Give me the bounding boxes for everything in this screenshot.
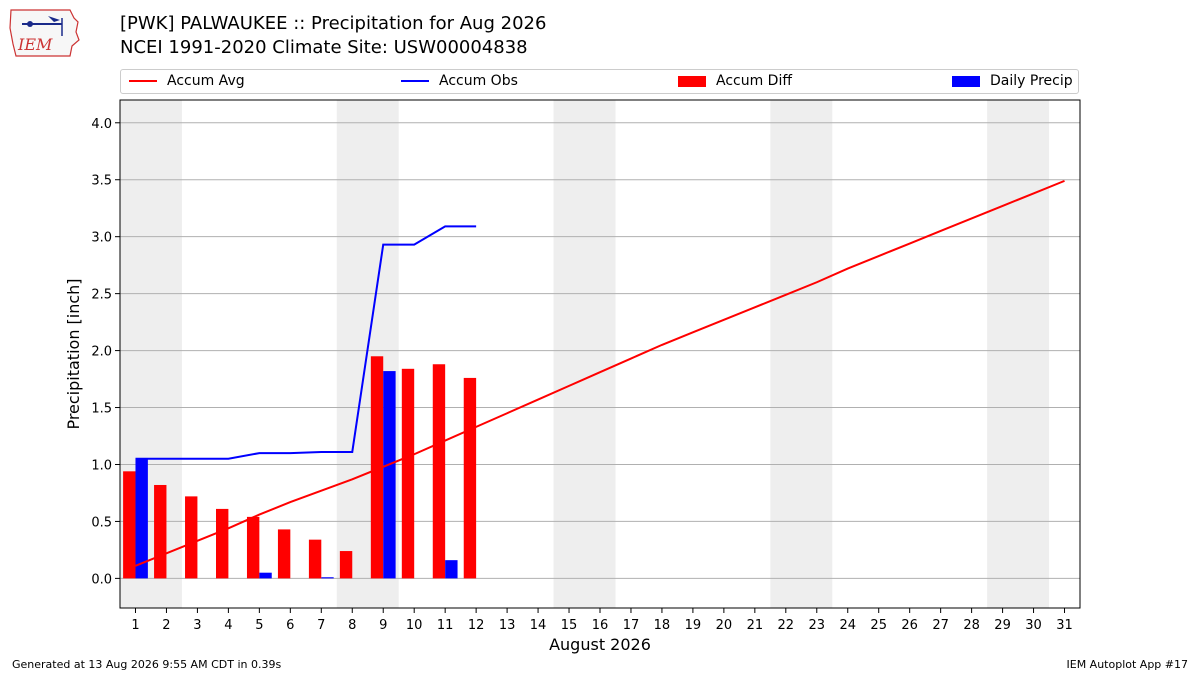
x-tick-label: 14 [530, 618, 547, 633]
plot-frame [119, 99, 1081, 609]
legend-label-accum-obs: Accum Obs [439, 73, 518, 89]
accum-diff-bar [339, 551, 353, 579]
y-axis: 0.0 0.5 1.0 1.5 2.0 2.5 3.0 3.5 4.0 [91, 117, 120, 587]
accum-diff-bar [401, 368, 415, 579]
x-tick-label: 27 [932, 618, 949, 633]
generated-timestamp: Generated at 13 Aug 2026 9:55 AM CDT in … [12, 658, 282, 671]
x-tick-label: 18 [654, 618, 671, 633]
line-marks [135, 179, 1065, 567]
x-tick-label: 22 [778, 618, 795, 633]
y-tick-label: 0.0 [91, 572, 112, 587]
x-tick-label: 11 [437, 618, 454, 633]
daily-precip-bar [321, 577, 334, 579]
x-tick-label: 1 [131, 618, 139, 633]
x-tick-label: 9 [379, 618, 387, 633]
x-axis: 1 2 3 4 5 6 7 8 9 10 11 12 13 14 15 16 17 18 19 20 21 22 23 24 2… [131, 608, 1073, 633]
accum-obs-line [135, 225, 477, 460]
x-tick-label: 26 [901, 618, 918, 633]
legend-label-daily-precip: Daily Precip [990, 73, 1073, 89]
y-tick-label: 0.5 [91, 515, 112, 530]
grid-lines [120, 122, 1080, 579]
x-tick-label: 21 [747, 618, 764, 633]
legend-swatch-accum-avg [129, 80, 157, 82]
weekend-band-0 [120, 100, 182, 608]
x-tick-label: 24 [839, 618, 856, 633]
x-tick-label: 30 [1025, 618, 1042, 633]
daily-precip-bar [135, 458, 148, 579]
x-tick-label: 6 [286, 618, 294, 633]
legend-item-daily-precip: Daily Precip [952, 73, 1073, 91]
legend-swatch-accum-diff [678, 75, 706, 87]
x-tick-label: 3 [193, 618, 201, 633]
legend-swatch-accum-obs [401, 80, 429, 82]
x-tick-label: 16 [592, 618, 609, 633]
x-tick-label: 28 [963, 618, 980, 633]
weekend-band-4 [987, 100, 1050, 608]
accum-diff-bar [123, 471, 136, 579]
weather-vane-shape [48, 16, 60, 22]
y-tick-label: 1.5 [91, 402, 112, 417]
legend-label-accum-avg: Accum Avg [167, 73, 245, 89]
x-tick-label: 25 [870, 618, 887, 633]
y-axis-label: Precipitation [inch] [64, 278, 83, 429]
x-tick-label: 29 [994, 618, 1011, 633]
accum-avg-line [135, 179, 1065, 567]
y-tick-label: 1.0 [91, 458, 112, 473]
weather-sensor-shape [27, 21, 33, 27]
x-tick-label: 5 [255, 618, 263, 633]
legend-swatch-daily-precip [952, 75, 980, 87]
legend-label-accum-diff: Accum Diff [716, 73, 793, 89]
daily-precip-bar [383, 371, 396, 579]
bar-marks [123, 356, 477, 579]
x-tick-label: 7 [317, 618, 325, 633]
accum-diff-bar [185, 496, 198, 579]
x-tick-label: 23 [809, 618, 826, 633]
accum-diff-bar [216, 508, 229, 579]
weekend-band-1 [336, 100, 399, 608]
accum-diff-bar [246, 516, 260, 579]
chart-title: [PWK] PALWAUKEE :: Precipitation for Aug… [120, 13, 547, 34]
accum-diff-bar [277, 529, 291, 579]
daily-precip-bar [259, 572, 272, 579]
x-tick-label: 13 [499, 618, 516, 633]
legend-item-accum-avg: Accum Avg [129, 73, 245, 91]
x-tick-label: 8 [348, 618, 356, 633]
weekend-band-2 [553, 100, 616, 608]
x-tick-label: 10 [406, 618, 423, 633]
y-tick-label: 3.5 [91, 174, 112, 189]
legend-item-accum-obs: Accum Obs [401, 73, 518, 91]
x-tick-label: 19 [685, 618, 702, 633]
x-tick-label: 12 [468, 618, 485, 633]
y-tick-label: 4.0 [91, 117, 112, 132]
x-tick-label: 2 [162, 618, 170, 633]
x-tick-label: 17 [623, 618, 640, 633]
x-tick-label: 31 [1056, 618, 1073, 633]
accum-diff-bar [432, 364, 446, 579]
y-tick-label: 2.0 [91, 345, 112, 360]
weekend-band-3 [770, 100, 833, 608]
chart-subtitle: NCEI 1991-2020 Climate Site: USW00004838 [120, 37, 528, 58]
accum-diff-bar [154, 484, 167, 579]
accum-diff-bar [463, 377, 477, 579]
legend-item-accum-diff: Accum Diff [678, 73, 792, 91]
x-axis-label: August 2026 [549, 635, 651, 654]
x-tick-label: 15 [561, 618, 578, 633]
app-credit: IEM Autoplot App #17 [1066, 658, 1189, 671]
logo-text: IEM [17, 35, 53, 54]
accum-diff-bar [308, 539, 322, 579]
x-tick-label: 4 [224, 618, 232, 633]
x-tick-label: 20 [716, 618, 733, 633]
weekend-bands [120, 100, 1050, 608]
iem-logo: IEM [9, 9, 80, 57]
accum-diff-bar [370, 356, 384, 579]
y-tick-label: 2.5 [91, 288, 112, 303]
chart-legend: Accum Avg Accum Obs Accum Diff Daily Pre… [120, 69, 1079, 94]
daily-precip-bar [445, 560, 458, 579]
y-tick-label: 3.0 [91, 231, 112, 246]
